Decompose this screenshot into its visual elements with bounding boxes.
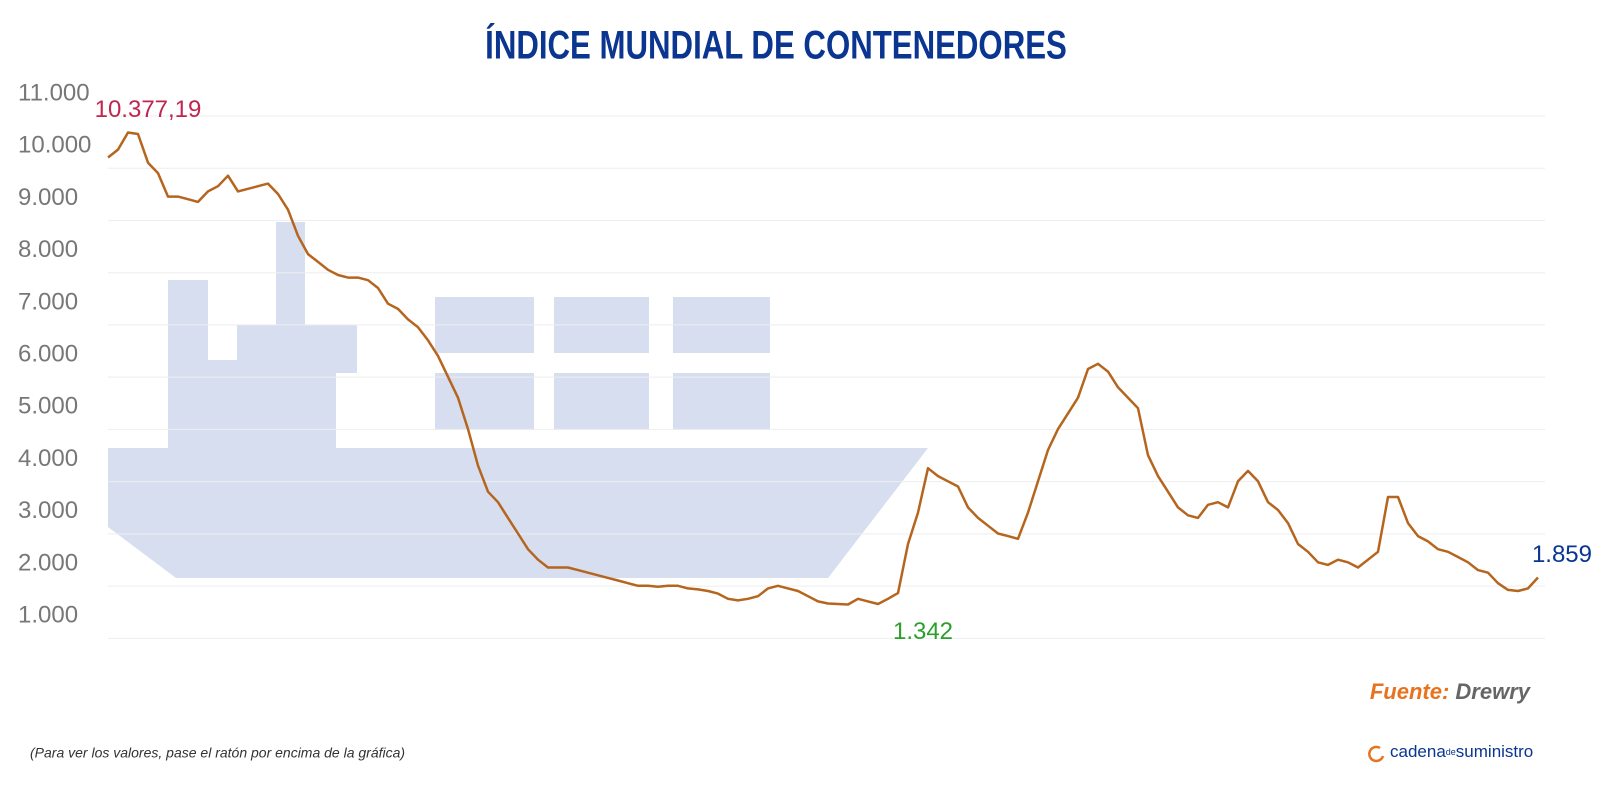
y-tick-label: 5.000 (18, 393, 78, 420)
line-series (107, 131, 1539, 606)
logo-part: de (1446, 747, 1456, 757)
y-tick-label: 6.000 (18, 341, 78, 368)
value-label: 1.342 (893, 618, 953, 645)
logo-icon (1368, 745, 1385, 763)
ship-illustration (108, 222, 928, 578)
source: Fuente: Drewry (1370, 679, 1532, 704)
y-tick-label: 2.000 (18, 549, 78, 576)
logo: cadenadesuministro (1368, 742, 1533, 763)
y-tick-label: 9.000 (18, 184, 78, 211)
y-tick-label: 1.000 (18, 602, 78, 629)
source-label: Fuente: (1370, 679, 1449, 704)
note: (Para ver los valores, pase el ratón por… (30, 745, 405, 761)
y-tick-label: 11.000 (18, 79, 90, 106)
y-tick-label: 7.000 (18, 288, 78, 315)
logo-part: cadena (1390, 742, 1446, 761)
plot: 1.000 2.000 3.000 4.000 5.000 6.000 7.000 8.000… (18, 79, 1592, 644)
value-label: 1.859 (1532, 541, 1592, 568)
logo-part: suministro (1456, 742, 1533, 761)
y-tick-label: 4.000 (18, 445, 78, 472)
y-tick-label: 8.000 (18, 236, 78, 263)
value-label: 10.377,19 (95, 96, 202, 123)
logo-text: cadenadesuministro (1390, 742, 1533, 761)
y-tick-label: 10.000 (18, 132, 91, 159)
chart-title: ÍNDICE MUNDIAL DE CONTENEDORES (485, 23, 1067, 68)
y-tick-label: 3.000 (18, 497, 78, 524)
source-name: Drewry (1455, 679, 1531, 704)
